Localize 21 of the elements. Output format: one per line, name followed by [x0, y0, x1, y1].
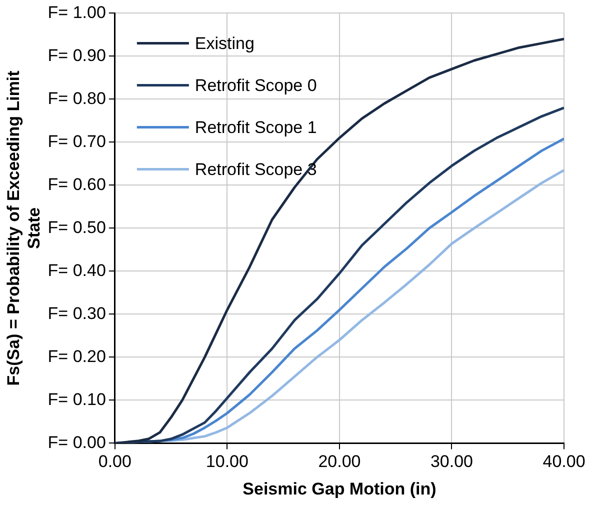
y-tick-label: F= 0.20: [48, 346, 106, 366]
y-tick-label: F= 0.00: [48, 432, 106, 452]
legend-label: Existing: [194, 34, 254, 53]
y-tick-label: F= 0.80: [48, 88, 106, 108]
x-tick-label: 30.00: [430, 452, 474, 472]
y-tick-label: F= 1.00: [48, 2, 106, 22]
y-tick-label: F= 0.40: [48, 260, 106, 280]
y-tick-label: F= 0.90: [48, 46, 106, 65]
y-tick-label: F= 0.30: [48, 304, 106, 323]
legend-label: Retrofit Scope 1: [194, 118, 317, 137]
x-tick-label: 0.00: [98, 452, 132, 472]
x-axis-title: Seismic Gap Motion (in): [242, 479, 436, 498]
y-tick-label: F= 0.50: [48, 218, 106, 237]
x-tick-label: 10.00: [206, 452, 248, 472]
y-tick-label: F= 0.70: [48, 132, 106, 151]
y-axis-title: Fs(Sa) = Probability of Exceeding Limit State: [4, 70, 44, 386]
y-tick-label: F= 0.60: [48, 174, 106, 194]
legend-label: Retrofit Scope 0: [194, 76, 317, 95]
x-tick-label: 40.00: [542, 452, 586, 472]
x-tick-label: 20.00: [318, 452, 361, 472]
y-tick-label: F= 0.10: [48, 390, 106, 409]
